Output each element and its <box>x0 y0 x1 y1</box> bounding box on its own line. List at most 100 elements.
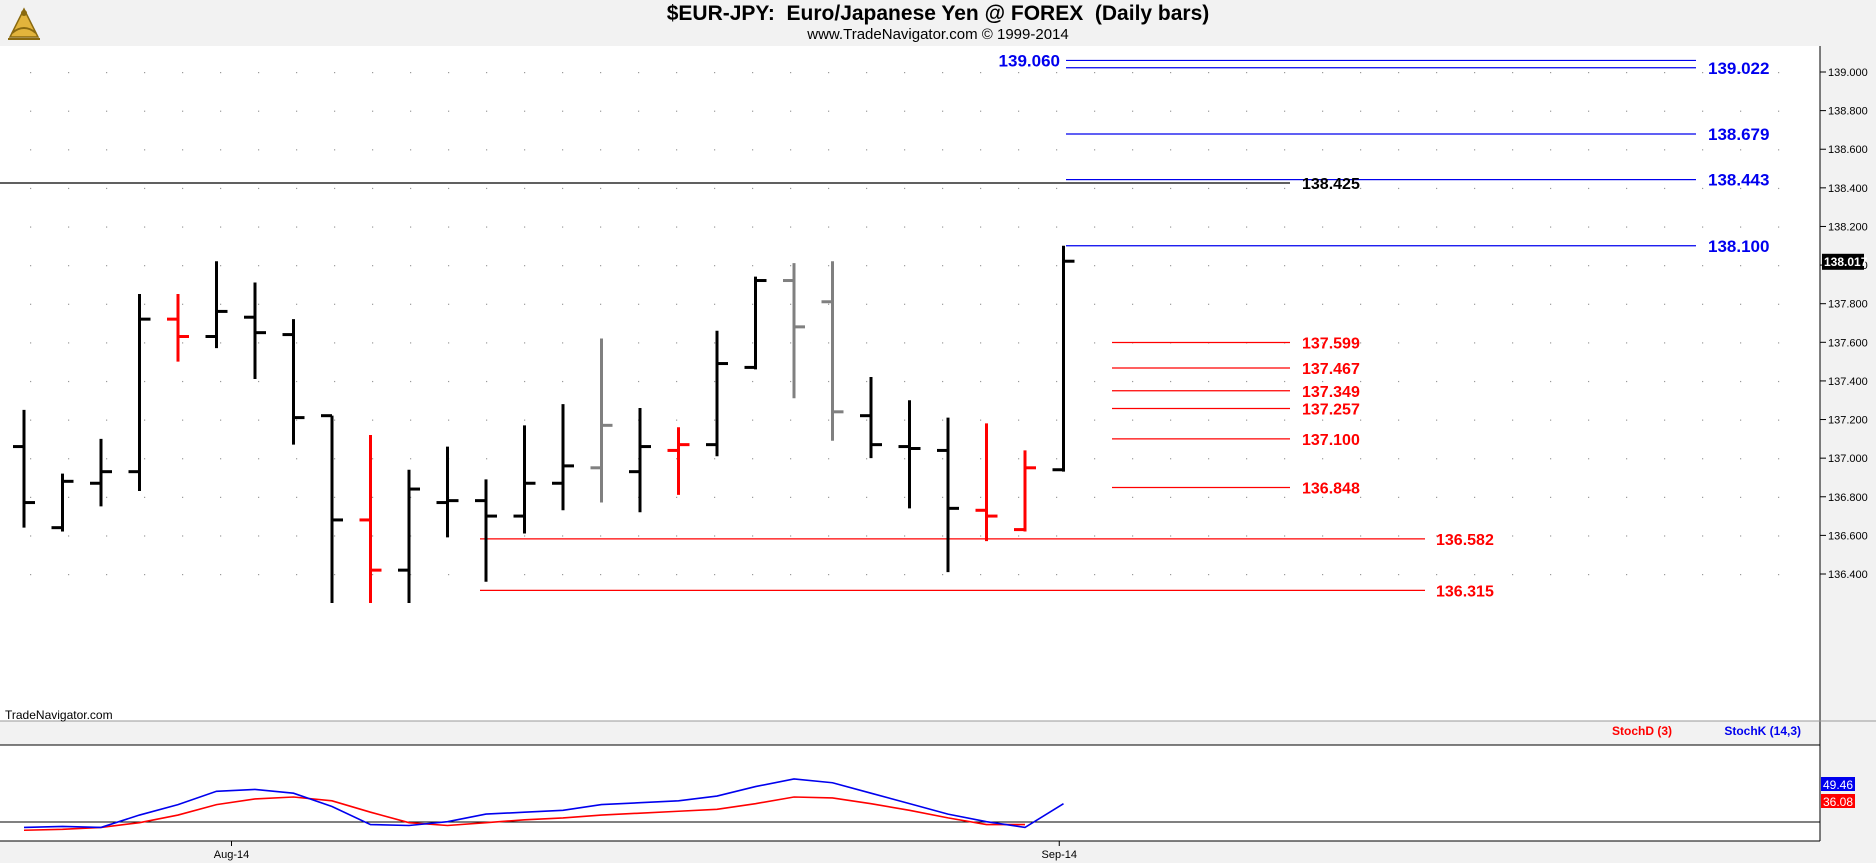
grid-dot <box>1436 303 1438 305</box>
y-tick-label: 137.200 <box>1828 415 1868 427</box>
grid-dot <box>1322 380 1324 383</box>
grid-dot <box>714 265 716 267</box>
grid-dot <box>448 187 450 190</box>
grid-dot <box>1626 303 1628 305</box>
grid-dot <box>866 110 868 112</box>
grid-dot <box>1246 187 1248 190</box>
grid-dot <box>1512 303 1514 305</box>
grid-dot <box>828 265 830 267</box>
grid-dot <box>524 535 526 537</box>
grid-dot <box>866 380 868 383</box>
grid-dot <box>1626 574 1628 576</box>
grid-dot <box>1436 110 1438 112</box>
grid-dot <box>144 187 146 190</box>
grid-dot <box>1398 265 1400 267</box>
grid-dot <box>1550 265 1552 267</box>
grid-dot <box>486 72 488 74</box>
grid-dot <box>1170 303 1172 305</box>
grid-dot <box>1588 496 1590 498</box>
grid-dot <box>182 72 184 74</box>
grid-dot <box>942 496 944 498</box>
grid-dot <box>1322 342 1324 344</box>
grid-dot <box>68 419 70 421</box>
grid-dot <box>1740 303 1742 305</box>
grid-dot <box>106 149 108 151</box>
level-label: 137.100 <box>1302 432 1360 449</box>
grid-dot <box>296 187 298 190</box>
grid-dot <box>1018 187 1020 190</box>
grid-dot <box>1550 496 1552 498</box>
grid-dot <box>1056 149 1058 151</box>
grid-dot <box>790 187 792 190</box>
grid-dot <box>144 265 146 267</box>
price-panel <box>0 46 1820 721</box>
grid-dot <box>220 149 222 151</box>
y-tick-label: 138.200 <box>1828 221 1868 233</box>
grid-dot <box>220 419 222 421</box>
grid-dot <box>524 303 526 305</box>
grid-dot <box>1740 342 1742 344</box>
grid-dot <box>182 535 184 537</box>
grid-dot <box>1208 72 1210 74</box>
grid-dot <box>714 303 716 305</box>
grid-dot <box>1360 419 1362 421</box>
grid-dot <box>1208 574 1210 576</box>
grid-dot <box>1664 496 1666 498</box>
grid-dot <box>486 419 488 421</box>
grid-dot <box>866 265 868 267</box>
grid-dot <box>182 342 184 344</box>
grid-dot <box>980 419 982 421</box>
grid-dot <box>220 380 222 383</box>
grid-dot <box>524 342 526 344</box>
grid-dot <box>1778 574 1780 576</box>
grid-dot <box>1284 149 1286 151</box>
grid-dot <box>1474 419 1476 421</box>
grid-dot <box>106 380 108 383</box>
grid-dot <box>68 574 70 576</box>
grid-dot <box>144 342 146 344</box>
grid-dot <box>30 187 32 190</box>
grid-dot <box>1550 303 1552 305</box>
grid-dot <box>410 574 412 576</box>
grid-dot <box>106 496 108 498</box>
grid-dot <box>600 226 602 228</box>
grid-dot <box>904 342 906 344</box>
grid-dot <box>1588 458 1590 460</box>
grid-dot <box>30 72 32 74</box>
stoch-k-value: 49.46 <box>1823 778 1853 792</box>
grid-dot <box>448 265 450 267</box>
grid-dot <box>1778 458 1780 460</box>
grid-dot <box>334 342 336 344</box>
grid-dot <box>1664 265 1666 267</box>
grid-dot <box>1170 226 1172 228</box>
grid-dot <box>296 535 298 537</box>
grid-dot <box>1170 380 1172 383</box>
grid-dot <box>1588 149 1590 151</box>
grid-dot <box>1056 496 1058 498</box>
grid-dot <box>1512 380 1514 383</box>
grid-dot <box>752 110 754 112</box>
grid-dot <box>1436 496 1438 498</box>
grid-dot <box>638 149 640 151</box>
grid-dot <box>106 458 108 460</box>
grid-dot <box>676 72 678 74</box>
grid-dot <box>1664 574 1666 576</box>
grid-dot <box>1132 187 1134 190</box>
grid-dot <box>1398 535 1400 537</box>
grid-dot <box>334 226 336 228</box>
grid-dot <box>144 574 146 576</box>
grid-dot <box>1360 187 1362 190</box>
grid-dot <box>600 535 602 537</box>
grid-dot <box>258 187 260 190</box>
grid-dot <box>1284 496 1286 498</box>
grid-dot <box>1284 226 1286 228</box>
grid-dot <box>1474 535 1476 537</box>
grid-dot <box>866 574 868 576</box>
grid-dot <box>752 574 754 576</box>
grid-dot <box>942 265 944 267</box>
y-tick-label: 138.400 <box>1828 183 1868 195</box>
grid-dot <box>1474 342 1476 344</box>
level-label: 138.425 <box>1302 176 1360 193</box>
grid-dot <box>1588 342 1590 344</box>
stoch-d-legend: StochD (3) <box>1612 724 1672 738</box>
